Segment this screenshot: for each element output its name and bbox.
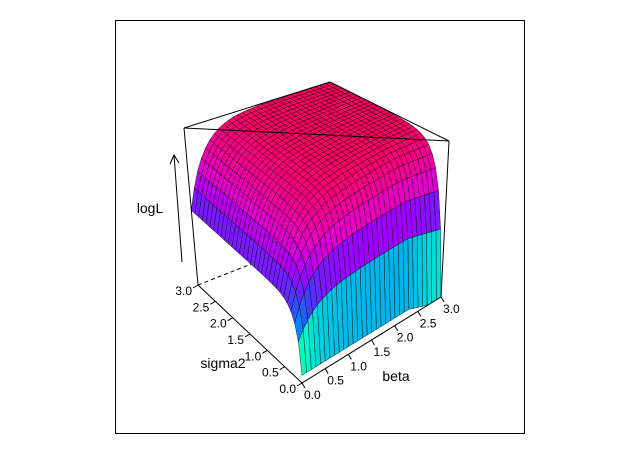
x-axis-tick	[347, 354, 352, 360]
y-axis-tick	[210, 300, 216, 305]
x-axis-tick-label: 1.0	[350, 359, 367, 373]
y-axis-tick	[296, 382, 303, 387]
y-axis-tick	[279, 366, 285, 371]
box-edge	[183, 127, 450, 142]
x-axis-tick	[301, 382, 306, 389]
z-axis-arrowhead	[169, 153, 180, 165]
y-axis-tick-label: 1.0	[245, 349, 262, 363]
x-axis-tick-label: 2.5	[420, 316, 437, 330]
y-axis-tick	[227, 317, 233, 322]
box-edge	[183, 127, 199, 286]
box-edge	[440, 140, 450, 298]
x-axis-tick-label: 2.0	[397, 331, 414, 345]
y-axis-tick-label: 2.0	[210, 317, 227, 331]
x-axis-tick	[324, 368, 329, 374]
x-axis-tick-label: 3.0	[443, 302, 460, 316]
x-axis-tick	[371, 339, 375, 346]
y-axis-tick	[262, 349, 268, 354]
xlabel: beta	[382, 368, 409, 384]
x-axis-tick	[440, 296, 445, 303]
plot-frame	[115, 20, 525, 434]
y-axis-tick	[192, 284, 199, 289]
surface-facet	[430, 230, 437, 304]
axes: 0.00.51.01.52.02.53.00.00.51.01.52.02.53…	[169, 153, 460, 402]
y-axis-tick-label: 3.0	[175, 284, 192, 298]
y-axis-tick-label: 0.0	[279, 382, 296, 396]
surface-facet	[426, 231, 432, 306]
x-axis-tick-label: 1.5	[374, 345, 391, 359]
y-axis-tick-label: 0.5	[262, 366, 279, 380]
surface-facet	[298, 329, 307, 376]
surface	[191, 81, 442, 376]
zlabel: logL	[137, 200, 164, 216]
y-axis-tick-label: 2.5	[193, 300, 210, 314]
surface-facet	[435, 228, 442, 301]
y-axis-tick-label: 1.5	[227, 333, 244, 347]
y-axis-tick	[244, 333, 251, 338]
x-axis-tick	[417, 311, 422, 317]
z-axis-line	[173, 154, 183, 263]
x-axis-tick	[394, 325, 399, 331]
x-axis-tick-label: 0.0	[304, 388, 321, 402]
ylabel: sigma2	[200, 355, 245, 371]
box-edge	[183, 81, 331, 129]
x-axis-tick-label: 0.5	[327, 374, 344, 388]
box-edge	[329, 81, 450, 142]
